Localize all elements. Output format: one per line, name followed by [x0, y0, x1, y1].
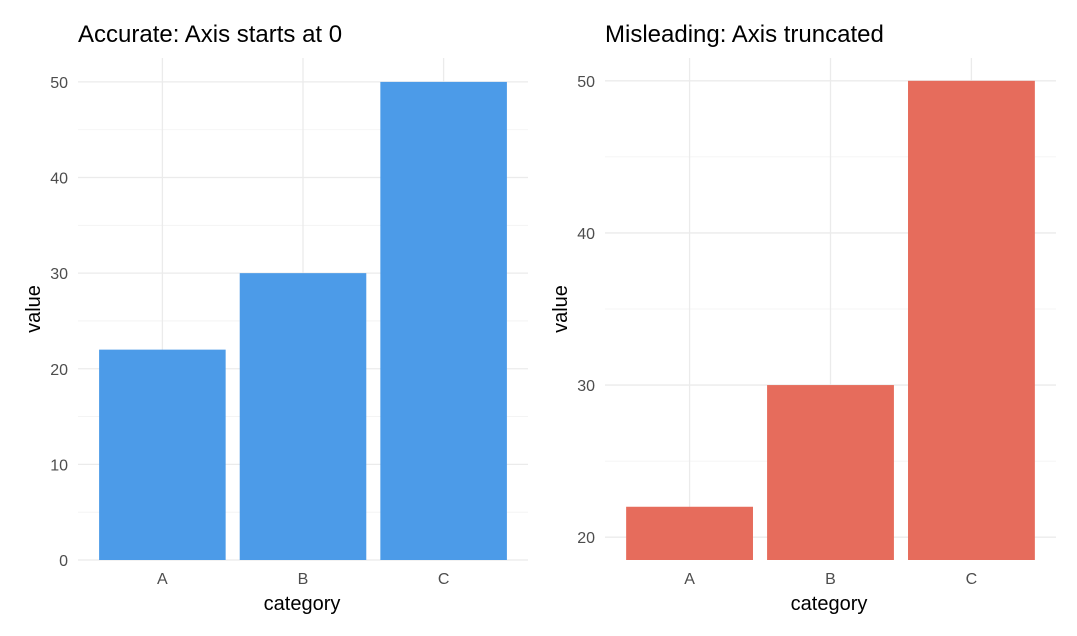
chart-title: Accurate: Axis starts at 0: [78, 21, 342, 48]
y-tick-label: 40: [577, 226, 595, 243]
x-tick-label: B: [825, 571, 836, 588]
bars: [99, 81, 507, 561]
bar-B: [767, 385, 894, 560]
y-axis-ticks: 0 10 20 30 40 50: [50, 75, 68, 570]
y-axis-ticks: 20 30 40 50: [577, 74, 595, 547]
y-axis-label: value: [550, 285, 572, 333]
y-tick-label: 30: [50, 266, 68, 283]
bar-A: [99, 349, 226, 560]
y-tick-label: 30: [577, 378, 595, 395]
bars: [626, 80, 1035, 561]
y-tick-label: 40: [50, 171, 68, 188]
y-tick-label: 0: [59, 553, 68, 570]
x-tick-label: B: [298, 571, 309, 588]
chart-panel-accurate: 0 10 20 30 40 50 A B C Accurate: Axis starts at…: [23, 21, 528, 615]
bar-A: [626, 506, 753, 560]
x-tick-label: C: [966, 571, 978, 588]
y-tick-label: 20: [50, 362, 68, 379]
x-tick-label: A: [157, 571, 168, 588]
x-axis-ticks: A B C: [684, 571, 977, 588]
y-axis-label: value: [23, 285, 45, 333]
bar-C: [908, 80, 1035, 561]
x-axis-label: category: [791, 593, 868, 615]
x-tick-label: C: [438, 571, 450, 588]
y-tick-label: 10: [50, 457, 68, 474]
x-tick-label: A: [684, 571, 695, 588]
chart-title: Misleading: Axis truncated: [605, 21, 884, 48]
y-tick-label: 50: [577, 74, 595, 91]
y-tick-label: 20: [577, 530, 595, 547]
bar-B: [239, 273, 367, 560]
x-axis-ticks: A B C: [157, 571, 449, 588]
x-axis-label: category: [264, 593, 341, 615]
bar-C: [380, 81, 507, 561]
y-tick-label: 50: [50, 75, 68, 92]
